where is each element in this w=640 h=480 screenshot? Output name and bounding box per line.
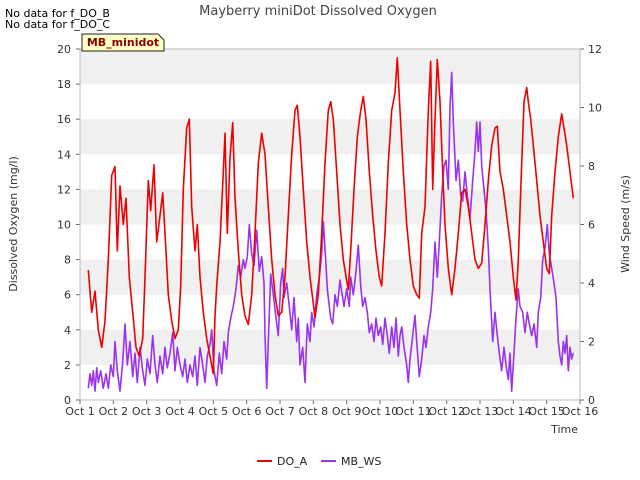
x-tick-label: Oct 1 xyxy=(65,405,95,418)
x-tick-label: Oct 15 xyxy=(528,405,565,418)
y-axis-right: 0 2 4 6 8 10 12 xyxy=(580,43,602,407)
grid-band xyxy=(80,49,580,85)
legend-label-mb-ws: MB_WS xyxy=(341,455,381,468)
grid-band xyxy=(80,119,580,155)
y-tick-label: 16 xyxy=(57,113,71,126)
x-axis-label: Time xyxy=(550,423,578,436)
x-tick-label: Oct 6 xyxy=(232,405,262,418)
y-tick-label: 0 xyxy=(64,394,71,407)
legend-label-do-a: DO_A xyxy=(277,455,308,468)
y-tick-label: 2 xyxy=(64,359,71,372)
y-right-tick-label: 10 xyxy=(588,102,602,115)
y-right-tick-label: 0 xyxy=(588,394,595,407)
x-tick-label: Oct 8 xyxy=(299,405,329,418)
x-tick-label: Oct 11 xyxy=(395,405,432,418)
y-tick-label: 6 xyxy=(64,289,71,302)
x-tick-label: Oct 10 xyxy=(362,405,399,418)
x-tick-label: Oct 3 xyxy=(132,405,162,418)
y-tick-label: 12 xyxy=(57,183,71,196)
x-tick-label: Oct 5 xyxy=(199,405,229,418)
y-right-tick-label: 12 xyxy=(588,43,602,56)
x-tick-label: Oct 14 xyxy=(495,405,532,418)
y-axis-left: 0 2 4 6 8 10 12 14 16 18 20 xyxy=(57,43,80,407)
x-tick-label: Oct 16 xyxy=(562,405,599,418)
site-label-box: MB_minidot xyxy=(81,33,165,52)
site-label: MB_minidot xyxy=(87,36,159,49)
y-tick-label: 4 xyxy=(64,324,71,337)
y-tick-label: 14 xyxy=(57,148,71,161)
x-tick-label: Oct 12 xyxy=(428,405,465,418)
x-axis: Oct 1 Oct 2 Oct 3 Oct 4 Oct 5 Oct 6 Oct 7 Oct 8… xyxy=(65,400,598,418)
y-tick-label: 10 xyxy=(57,219,71,232)
x-tick-label: Oct 9 xyxy=(332,405,362,418)
y-tick-label: 18 xyxy=(57,78,71,91)
no-data-note-2: No data for f_DO_C xyxy=(5,18,111,31)
series-line-do-a xyxy=(87,56,575,375)
chart-title: Mayberry miniDot Dissolved Oxygen xyxy=(199,4,437,19)
grid-band xyxy=(80,259,580,295)
x-tick-label: Oct 2 xyxy=(99,405,129,418)
series-lines xyxy=(87,56,575,393)
y-axis-label-left: Dissolved Oxygen (mg/l) xyxy=(7,156,20,291)
x-tick-label: Oct 13 xyxy=(462,405,499,418)
no-data-note-1: No data for f_DO_B xyxy=(5,7,110,20)
grid-bands xyxy=(80,49,580,365)
x-tick-label: Oct 7 xyxy=(265,405,295,418)
y-tick-label: 20 xyxy=(57,43,71,56)
series-line-mb-ws xyxy=(87,71,575,393)
y-right-tick-label: 4 xyxy=(588,277,595,290)
y-tick-label: 8 xyxy=(64,254,71,267)
legend: DO_A MB_WS xyxy=(257,455,381,468)
x-tick-label: Oct 4 xyxy=(165,405,195,418)
y-right-tick-label: 6 xyxy=(588,219,595,232)
y-axis-label-right: Wind Speed (m/s) xyxy=(619,175,632,273)
y-right-tick-label: 8 xyxy=(588,160,595,173)
y-right-tick-label: 2 xyxy=(588,336,595,349)
plot-frame xyxy=(79,48,581,401)
